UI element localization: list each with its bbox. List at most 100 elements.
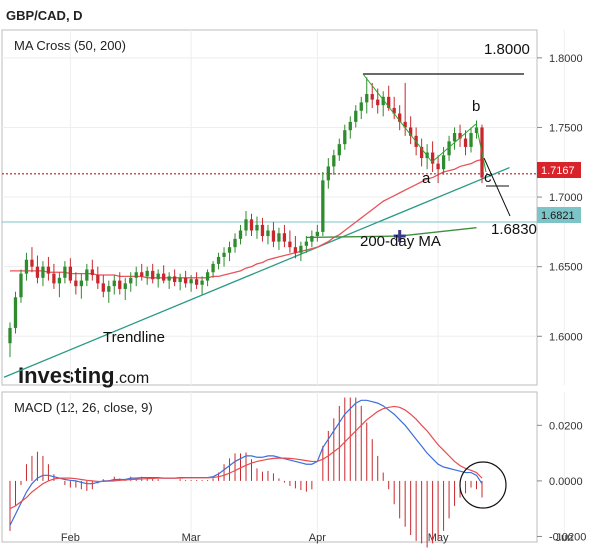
y-tick-label: 1.7500 — [549, 122, 583, 134]
candle-body — [123, 283, 127, 289]
candle-body — [41, 266, 45, 278]
candle-body — [227, 247, 232, 253]
candle-body — [299, 245, 303, 253]
candle-body — [46, 266, 51, 274]
candle-body — [255, 224, 259, 231]
wave-label-b: b — [472, 98, 480, 115]
projection-line — [483, 157, 511, 217]
y-tick-label: 1.8000 — [549, 53, 583, 65]
candle-body — [145, 270, 149, 277]
candle-body — [90, 269, 94, 276]
candle-body — [205, 272, 210, 281]
x-tick-label: Mar — [182, 532, 201, 544]
candle-body — [101, 283, 105, 292]
watermark-logo: Investing.com — [18, 363, 149, 388]
wave-b-line — [431, 123, 477, 163]
candle-body — [173, 276, 177, 282]
candle-body — [260, 224, 265, 237]
candle-body — [134, 272, 138, 278]
candle-body — [107, 286, 111, 292]
candle-body — [57, 277, 62, 284]
candle-body — [463, 138, 468, 147]
macd-plot — [9, 397, 507, 548]
candle-body — [452, 133, 457, 142]
candle-body — [24, 259, 29, 274]
candle-body — [222, 252, 226, 257]
candle-body — [365, 94, 369, 103]
candle-body — [200, 280, 204, 285]
price-panel-frame — [1, 29, 538, 386]
candle-body — [156, 273, 160, 280]
candle-body — [13, 297, 18, 328]
candle-body — [321, 180, 325, 232]
annotation-level-1800: 1.8000 — [484, 41, 530, 58]
candle-body — [310, 236, 314, 242]
trendline — [3, 166, 510, 378]
macd-y-tick-label: 0.0000 — [549, 476, 583, 488]
candle-body — [288, 241, 292, 248]
candle-body — [326, 166, 330, 181]
candle-body — [282, 233, 287, 242]
candle-body — [112, 280, 116, 287]
annotations — [362, 73, 524, 243]
candle-body — [381, 96, 385, 106]
candle-body — [304, 241, 309, 246]
y-tick-label: 1.6500 — [549, 262, 583, 274]
candle-body — [19, 273, 23, 298]
wave-a-line — [362, 73, 433, 163]
y-tick-label: 1.7000 — [549, 192, 583, 204]
candle-body — [35, 266, 40, 278]
macd-line — [9, 399, 483, 526]
candle-body — [315, 231, 319, 237]
grid — [2, 30, 565, 542]
candle-body — [293, 247, 298, 253]
candle-body — [189, 279, 193, 284]
candle-body — [436, 163, 440, 170]
annotation-ma200: 200-day MA — [360, 233, 441, 250]
candle-body — [266, 230, 270, 237]
x-tick-label: Apr — [309, 532, 326, 544]
price-tag-red-bg — [537, 162, 581, 178]
candle-body — [244, 219, 248, 231]
candle-body — [469, 133, 473, 147]
candle-body — [96, 275, 100, 284]
candle-body — [118, 280, 122, 289]
candle-body — [167, 276, 171, 281]
candle-body — [398, 113, 402, 122]
candle-body — [392, 107, 396, 114]
wave-label-a: a — [422, 170, 431, 187]
candle-body — [419, 146, 424, 159]
candle-body — [277, 233, 281, 242]
candle-body — [343, 130, 347, 145]
ma-50-line — [10, 158, 483, 279]
candle-body — [441, 155, 446, 170]
candle-body — [387, 96, 391, 108]
candle-body — [447, 141, 451, 156]
signal-line — [9, 405, 483, 510]
candle-body — [211, 263, 215, 273]
price-tag-teal: 1.6821 — [541, 210, 575, 222]
candle-body — [74, 280, 78, 287]
candle-body — [162, 273, 166, 281]
candle-body — [140, 272, 144, 277]
candle-body — [249, 219, 254, 231]
wave-c-line — [475, 123, 487, 173]
chart-title: GBP/CAD, D — [6, 8, 83, 23]
candle-body — [194, 279, 199, 285]
candle-body — [216, 256, 221, 264]
macd-label: MACD (12, 26, close, 9) — [14, 400, 153, 415]
candle-body — [403, 121, 407, 128]
candle-body — [238, 230, 243, 239]
macd-panel-frame — [1, 391, 538, 543]
candle-body — [233, 238, 237, 248]
axes: Feb Mar Apr May Jun1.60001.65001.70001.75001… — [61, 53, 586, 544]
candle-body — [52, 273, 56, 284]
x-tick-label: Jun — [555, 532, 573, 544]
annotation-level-1683: 1.6830 — [491, 221, 537, 238]
candle-body — [474, 127, 479, 134]
candle-body — [129, 277, 133, 284]
x-tick-label: Feb — [61, 532, 80, 544]
candle-body — [68, 266, 73, 281]
candle-body — [271, 230, 276, 242]
